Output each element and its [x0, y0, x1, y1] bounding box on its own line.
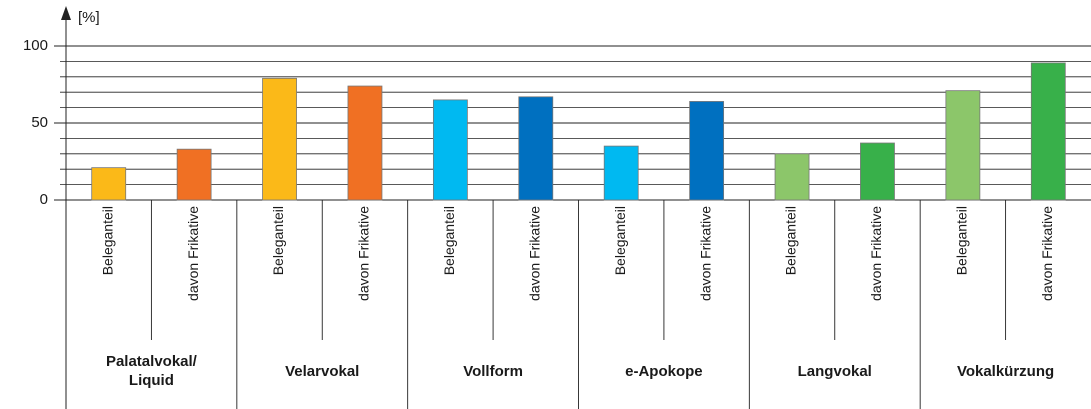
x-tick-label: davon Frikative	[1039, 206, 1055, 301]
group-label: Vokalkürzung	[920, 346, 1091, 396]
y-axis-label: [%]	[78, 9, 100, 26]
group-label: Vollform	[408, 346, 579, 396]
bar	[262, 77, 297, 201]
x-tick-label: davon Frikative	[526, 206, 542, 301]
group-label-text: e-Apokope	[625, 362, 703, 380]
group-label-text: Velarvokal	[285, 362, 360, 380]
x-tick-label: Beleganteil	[612, 206, 628, 275]
group-label-text: Palatalvokal/ Liquid	[105, 353, 197, 389]
y-tick-label: 50	[31, 114, 48, 131]
bar	[518, 96, 554, 201]
x-tick-label: davon Frikative	[868, 206, 884, 301]
bar	[774, 153, 810, 201]
bar	[689, 101, 725, 201]
bar	[176, 148, 212, 201]
x-tick-label: Beleganteil	[441, 206, 457, 275]
bar	[603, 145, 639, 201]
x-tick-label: Beleganteil	[270, 206, 286, 275]
y-tick-label: 100	[23, 37, 48, 54]
group-label: Velarvokal	[237, 346, 408, 396]
x-tick-label: davon Frikative	[185, 206, 201, 301]
bar	[1030, 62, 1066, 201]
x-tick-label: Beleganteil	[783, 206, 799, 275]
group-label: Palatalvokal/ Liquid	[66, 346, 237, 396]
bar	[945, 90, 981, 201]
group-label: e-Apokope	[579, 346, 750, 396]
group-label-text: Vokalkürzung	[956, 362, 1055, 380]
x-tick-label: Beleganteil	[954, 206, 970, 275]
x-tick-label: Beleganteil	[99, 206, 115, 275]
bar	[860, 142, 895, 201]
group-label-text: Vollform	[463, 362, 523, 380]
bar	[432, 99, 468, 201]
bar	[347, 85, 383, 201]
x-tick-label: davon Frikative	[356, 206, 372, 301]
group-label-text: Langvokal	[797, 362, 872, 380]
y-axis-arrow	[61, 6, 71, 20]
y-tick-label: 0	[40, 191, 48, 208]
group-label: Langvokal	[749, 346, 920, 396]
bar	[91, 167, 127, 201]
x-tick-label: davon Frikative	[697, 206, 713, 301]
